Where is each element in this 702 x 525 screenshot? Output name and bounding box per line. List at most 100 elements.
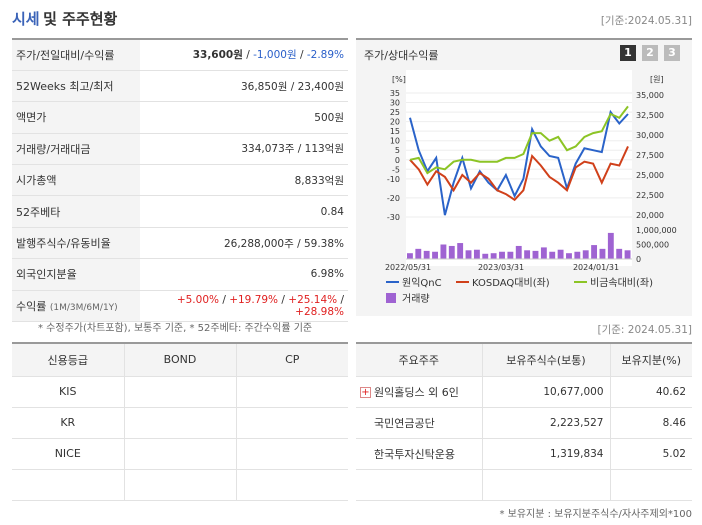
volume-bar xyxy=(624,250,631,259)
cp-rating xyxy=(235,407,348,439)
chart-title: 주가/상대수익률 xyxy=(364,49,439,62)
y-right-tick-label: 35,000 xyxy=(636,91,664,100)
row-value: 8,833억원 xyxy=(294,174,344,187)
holder-shares: 1,319,834 xyxy=(481,438,610,470)
table-row xyxy=(12,469,348,501)
volume-bar xyxy=(582,250,589,259)
returns-values: +5.00% / +19.79% / +25.14% / +28.98% xyxy=(140,290,348,321)
bond-rating xyxy=(123,469,236,501)
volume-bar xyxy=(515,245,522,259)
price-footnote: * 수정주가(차트포함), 보통주 기준, * 52주베타: 주간수익률 기준 xyxy=(38,323,313,334)
return-1m: +5.00% xyxy=(176,293,219,306)
holder-name-cell[interactable]: + 원익홀딩스 외 6인 xyxy=(356,376,482,408)
section-header: 시세 및 주주현황 [기준:2024.05.31] xyxy=(12,8,692,30)
price-table: 주가/전일대비/수익률 33,600원 / -1,000원 / -2.89% 5… xyxy=(12,38,348,322)
bond-rating xyxy=(123,407,236,439)
y-left-tick-label: 10 xyxy=(390,137,400,146)
row-label: 외국인지분율 xyxy=(12,258,140,291)
price-row: 52주베타 0.84 xyxy=(12,195,348,228)
row-label: 주가/전일대비/수익률 xyxy=(12,39,140,71)
return-1y: +28.98% xyxy=(295,305,344,318)
holder-name: 한국투자신탁운용 xyxy=(356,438,482,470)
row-value: 0.84 xyxy=(320,205,344,218)
volume-bar xyxy=(473,249,480,259)
volume-bar xyxy=(591,245,598,259)
row-label: 액면가 xyxy=(12,101,140,134)
credit-header-bond: BOND xyxy=(123,343,236,377)
volume-bar xyxy=(490,253,497,259)
price-row: 주가/전일대비/수익률 33,600원 / -1,000원 / -2.89% xyxy=(12,39,348,71)
bond-rating xyxy=(123,438,236,470)
plus-icon[interactable]: + xyxy=(360,386,371,398)
holder-name: 원익홀딩스 외 6인 xyxy=(374,385,459,399)
holder-pct: 5.02 xyxy=(609,438,692,470)
return-3m: +19.79% xyxy=(229,293,279,306)
chart-button-2[interactable]: 2 xyxy=(642,45,658,61)
volume-bar xyxy=(432,251,438,259)
header-title-blue: 시세 xyxy=(12,10,40,28)
holders-header-shares: 보유주식수(보통) xyxy=(481,343,610,377)
row-value: 36,850원 / 23,400원 xyxy=(240,80,344,93)
y-right-tick-label: 32,500 xyxy=(636,111,664,120)
volume-bar xyxy=(607,232,614,259)
price-row: 외국인지분율 6.98% xyxy=(12,258,348,291)
shareholders-table: 주요주주 보유주식수(보통) 보유지분(%) + 원익홀딩스 외 6인 10,67… xyxy=(356,342,692,501)
returns-label: 수익률 xyxy=(16,299,47,313)
bond-rating xyxy=(123,376,236,408)
holder-pct: 40.62 xyxy=(609,376,692,408)
series-line xyxy=(409,109,629,216)
price-chart: [%] [원]35302520151050-5-10-20-3035,00032,… xyxy=(385,70,677,305)
volume-bar xyxy=(499,251,505,259)
credit-header-rating: 신용등급 xyxy=(12,343,124,377)
volume-bar xyxy=(557,249,564,259)
holder-name: 국민연금공단 xyxy=(356,407,482,439)
y-left-tick-label: 0 xyxy=(395,156,400,165)
y-left-tick-label: 25 xyxy=(390,108,400,117)
table-row: + 원익홀딩스 외 6인 10,677,000 40.62 xyxy=(356,376,692,408)
cp-rating xyxy=(235,469,348,501)
separator: / xyxy=(218,293,230,306)
holders-header-name: 주요주주 xyxy=(356,343,482,377)
volume-bar xyxy=(407,253,413,259)
holders-header-row: 주요주주 보유주식수(보통) 보유지분(%) xyxy=(356,343,692,377)
separator: / xyxy=(296,49,307,62)
volume-bar xyxy=(440,244,447,259)
credit-header-row: 신용등급 BOND CP xyxy=(12,343,348,377)
x-tick-label: 2023/03/31 xyxy=(478,263,524,272)
legend-label: 비금속대비(좌) xyxy=(590,277,653,289)
row-label: 거래량/거래대금 xyxy=(12,133,140,165)
volume-bar xyxy=(599,248,606,259)
volume-bar xyxy=(566,253,572,259)
holders-header-pct: 보유지분(%) xyxy=(609,343,692,377)
price-row: 52Weeks 최고/최저 36,850원 / 23,400원 xyxy=(12,70,348,102)
y-right-tick-label: 27,500 xyxy=(636,151,664,160)
y-right-tick-label: 22,500 xyxy=(636,191,664,200)
legend-label: KOSDAQ대비(좌) xyxy=(472,277,550,289)
price-row: 발행주식수/유동비율 26,288,000주 / 59.38% xyxy=(12,227,348,259)
volume-bar xyxy=(482,253,489,259)
credit-header-cp: CP xyxy=(235,343,348,377)
volume-bar xyxy=(415,248,422,259)
volume-bar xyxy=(465,250,472,259)
chart-button-3[interactable]: 3 xyxy=(664,45,680,61)
credit-agency: KR xyxy=(12,407,124,439)
price-change: -1,000원 xyxy=(253,49,297,62)
row-label: 수익률 (1M/3M/6M/1Y) xyxy=(12,290,140,322)
y-right-tick-label: 25,000 xyxy=(636,171,664,180)
cp-rating xyxy=(235,376,348,408)
y-left-tick-label: -5 xyxy=(392,165,400,174)
row-value: 6.98% xyxy=(310,268,344,281)
table-row: KR xyxy=(12,407,348,439)
volume-bar xyxy=(507,251,514,259)
header-date: [기준:2024.05.31] xyxy=(600,15,692,27)
series-line xyxy=(409,105,629,175)
left-axis-unit: [%] xyxy=(392,75,406,84)
row-value: 334,073주 / 113억원 xyxy=(241,143,344,156)
holders-footnote: * 보유지분 : 보유지분주식수/자사주제외*100 xyxy=(499,509,692,520)
chart-button-1[interactable]: 1 xyxy=(620,45,636,61)
holder-shares: 2,223,527 xyxy=(481,407,610,439)
holder-pct: 8.46 xyxy=(609,407,692,439)
y-left-tick-label: 20 xyxy=(390,118,400,127)
volume-bar xyxy=(549,251,556,259)
